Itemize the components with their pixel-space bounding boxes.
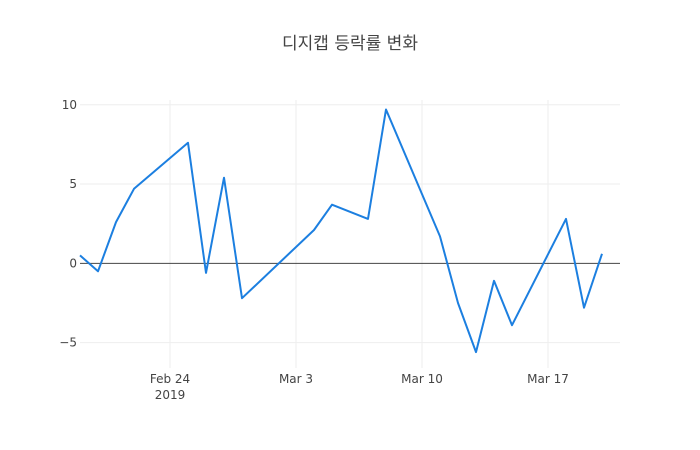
x-tick-sublabel: 2019 (155, 388, 186, 402)
x-tick-label: Feb 24 (150, 372, 190, 386)
data-point[interactable] (241, 297, 243, 299)
data-point[interactable] (439, 235, 441, 237)
data-point[interactable] (565, 218, 567, 220)
data-point[interactable] (601, 253, 603, 255)
data-point[interactable] (115, 221, 117, 223)
x-tick-label: Mar 17 (527, 372, 569, 386)
data-point[interactable] (583, 307, 585, 309)
data-point[interactable] (475, 351, 477, 353)
data-point[interactable] (79, 254, 81, 256)
axes: Feb 24 2019 Mar 3 Mar 10 Mar 17 10 5 0 −5 (59, 98, 569, 402)
y-tick-label: 0 (69, 256, 77, 270)
y-tick-label: 10 (62, 98, 77, 112)
data-point[interactable] (223, 177, 225, 179)
x-tick-label: Mar 3 (279, 372, 313, 386)
y-tick-label: −5 (59, 336, 77, 350)
data-point[interactable] (205, 272, 207, 274)
data-point[interactable] (385, 109, 387, 111)
y-tick-label: 5 (69, 177, 77, 191)
data-point[interactable] (511, 324, 513, 326)
data-point[interactable] (457, 302, 459, 304)
chart-title: 디지캡 등락률 변화 (282, 34, 418, 54)
data-point[interactable] (367, 218, 369, 220)
series-layer (79, 108, 603, 354)
data-point[interactable] (331, 204, 333, 206)
data-point[interactable] (313, 229, 315, 231)
series-line (79, 108, 603, 354)
data-point[interactable] (493, 280, 495, 282)
grid (80, 100, 620, 368)
data-point[interactable] (187, 142, 189, 144)
x-tick-label: Mar 10 (401, 372, 443, 386)
data-point[interactable] (97, 270, 99, 272)
data-point[interactable] (133, 188, 135, 190)
